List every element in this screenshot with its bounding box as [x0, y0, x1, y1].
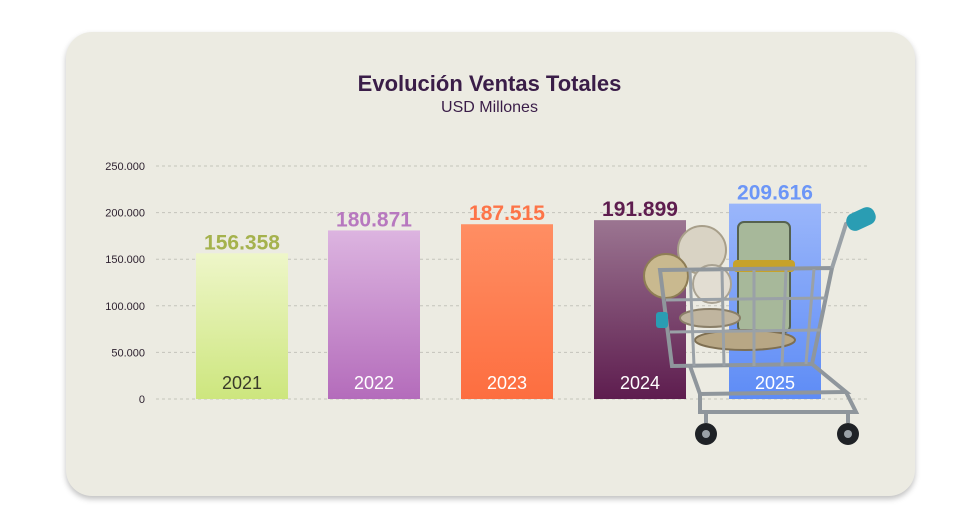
value-label: 180.871	[336, 208, 412, 231]
y-tick-label: 200.000	[105, 208, 145, 220]
y-tick-label: 0	[139, 394, 145, 406]
category-label: 2024	[620, 373, 660, 393]
category-label: 2023	[487, 373, 527, 393]
chart-title: Evolución Ventas Totales	[357, 71, 622, 96]
bar-2021	[196, 253, 288, 399]
bar-2022	[328, 230, 420, 399]
y-tick-label: 50.000	[111, 347, 145, 359]
y-tick-label: 250.000	[105, 161, 145, 173]
bar-2024	[594, 220, 686, 399]
value-label: 209.616	[737, 182, 813, 205]
category-label: 2021	[222, 373, 262, 393]
value-label: 187.515	[469, 202, 545, 225]
y-tick-label: 150.000	[105, 254, 145, 266]
shopping-cart-money-icon	[643, 207, 876, 445]
value-label: 156.358	[204, 231, 280, 254]
bar-2023	[461, 224, 553, 399]
category-label: 2025	[755, 373, 795, 393]
chart-subtitle: USD Millones	[441, 99, 538, 116]
category-label: 2022	[354, 373, 394, 393]
value-label: 191.899	[602, 198, 678, 221]
y-tick-label: 100.000	[105, 301, 145, 313]
